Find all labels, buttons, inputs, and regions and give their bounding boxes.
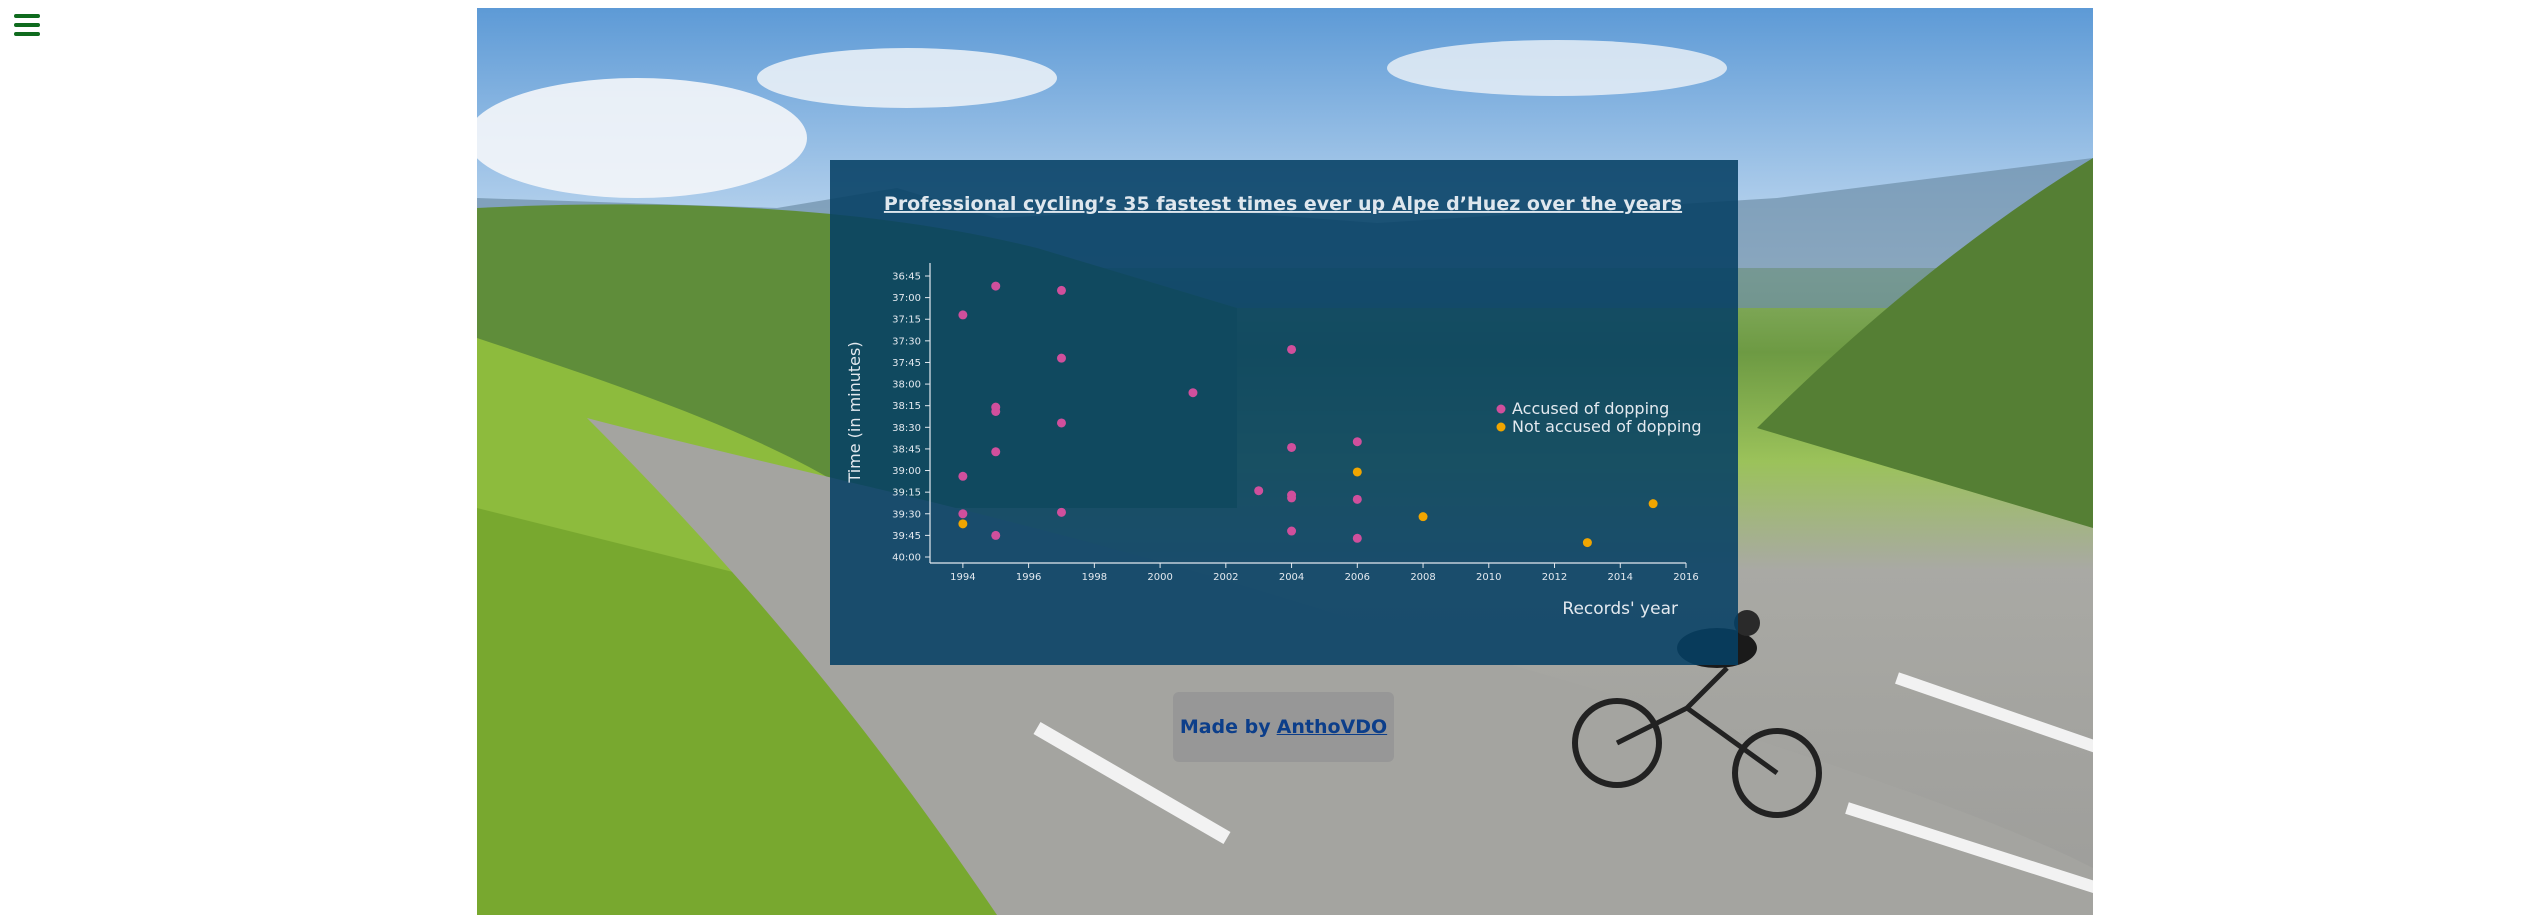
y-tick-label: 38:30 [892,423,921,434]
point-accused[interactable] [1056,507,1066,517]
point-accused[interactable] [991,447,1001,457]
y-tick-label: 40:00 [892,553,921,564]
author-link[interactable]: AnthoVDO [1276,716,1388,738]
legend-label: Accused of dopping [1512,399,1669,418]
y-tick-label: 39:00 [892,466,921,477]
chart-card: Professional cycling’s 35 fastest times … [830,160,1738,665]
y-tick-label: 39:30 [892,509,921,520]
point-accused[interactable] [958,310,968,320]
legend-swatch [1496,404,1506,414]
scatter-chart: Professional cycling’s 35 fastest times … [845,193,1702,619]
point-accused[interactable] [991,530,1001,540]
legend-label: Not accused of dopping [1512,417,1702,436]
y-tick-label: 39:45 [892,531,921,542]
y-tick-label: 38:00 [892,380,921,391]
y-tick-label: 39:15 [892,488,921,499]
y-tick-label: 38:15 [892,401,921,412]
point-accused[interactable] [1352,494,1362,504]
point-not-accused[interactable] [1648,499,1658,509]
x-tick-label: 2010 [1476,572,1501,583]
point-accused[interactable] [1254,486,1264,496]
point-accused[interactable] [1056,353,1066,363]
point-not-accused[interactable] [958,519,968,529]
point-accused[interactable] [958,509,968,519]
x-tick-label: 2002 [1213,572,1238,583]
y-axis-label: Time (in minutes) [845,341,864,483]
point-accused[interactable] [1287,493,1297,503]
x-tick-label: 2006 [1345,572,1370,583]
y-tick-label: 37:45 [892,358,921,369]
point-accused[interactable] [1352,437,1362,447]
x-tick-label: 2000 [1147,572,1172,583]
point-not-accused[interactable] [1582,538,1592,548]
point-accused[interactable] [991,406,1001,416]
point-accused[interactable] [1056,285,1066,295]
credit-prefix: Made by [1179,716,1271,738]
x-tick-label: 2004 [1279,572,1304,583]
credit-box: Made by AnthoVDO [1173,692,1394,762]
x-axis-label: Records' year [1562,599,1678,619]
y-tick-label: 36:45 [892,272,921,283]
point-accused[interactable] [1188,388,1198,398]
legend-swatch [1496,422,1506,432]
x-tick-label: 1998 [1082,572,1107,583]
point-accused[interactable] [1352,533,1362,543]
x-tick-label: 1994 [950,572,975,583]
point-accused[interactable] [991,281,1001,291]
point-accused[interactable] [1287,442,1297,452]
y-tick-label: 38:45 [892,444,921,455]
y-tick-label: 37:30 [892,336,921,347]
x-tick-label: 2008 [1410,572,1435,583]
point-accused[interactable] [1287,526,1297,536]
y-tick-label: 37:15 [892,315,921,326]
x-tick-label: 2014 [1608,572,1633,583]
point-accused[interactable] [1287,344,1297,354]
hamburger-menu-icon[interactable] [14,14,40,36]
point-not-accused[interactable] [1352,467,1362,477]
point-accused[interactable] [958,471,968,481]
x-tick-label: 1996 [1016,572,1041,583]
chart-title: Professional cycling’s 35 fastest times … [884,193,1682,215]
point-not-accused[interactable] [1418,512,1428,522]
x-tick-label: 2012 [1542,572,1567,583]
point-accused[interactable] [1056,418,1066,428]
y-tick-label: 37:00 [892,293,921,304]
x-tick-label: 2016 [1673,572,1698,583]
